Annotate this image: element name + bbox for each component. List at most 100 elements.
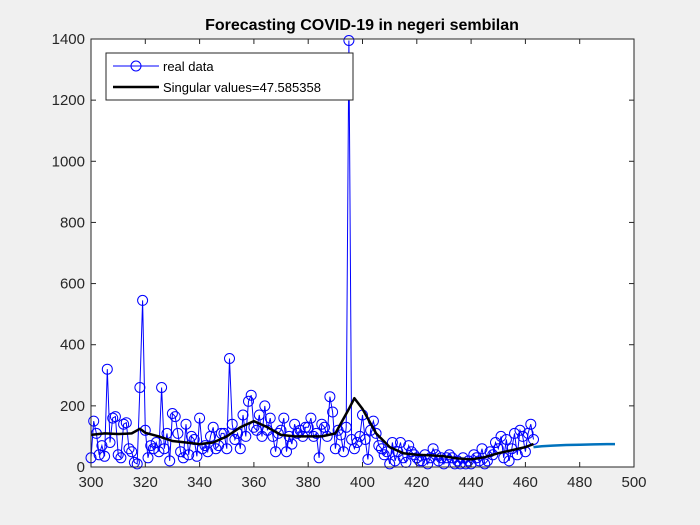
real-data-point	[343, 35, 355, 46]
real-data-point	[172, 427, 184, 439]
smoothed-line	[90, 396, 534, 461]
real-data-point	[427, 443, 439, 455]
real-data-point	[164, 455, 176, 467]
real-data-point	[177, 452, 189, 464]
real-data-point	[107, 412, 119, 424]
real-data-point	[495, 430, 507, 442]
real-data-point	[473, 455, 485, 467]
real-data-point	[134, 382, 146, 393]
real-data-point	[509, 427, 520, 439]
y-tick-label: 600	[60, 276, 85, 293]
real-data-point	[221, 443, 233, 455]
real-data-point	[240, 430, 252, 442]
ticks-layer: 300 320 340 360 380 400 420 440 460 480 500 0 200 400…	[52, 31, 647, 491]
real-data-point	[517, 430, 529, 442]
legend: real data Singular values=47.585358	[105, 52, 354, 101]
real-data-point	[438, 458, 450, 470]
real-data-point	[109, 411, 121, 423]
real-data-point	[256, 430, 268, 442]
real-data-point	[153, 446, 165, 458]
real-data-point	[291, 427, 303, 439]
real-data-point	[194, 412, 206, 424]
y-tick-label: 400	[60, 337, 85, 354]
real-data-point	[310, 427, 322, 439]
real-data-point	[96, 440, 108, 452]
real-data-point	[169, 411, 181, 423]
x-tick-label: 300	[78, 474, 103, 491]
real-data-point	[126, 446, 138, 458]
real-data-point	[405, 446, 417, 458]
real-data-point	[354, 430, 366, 442]
real-data-point	[376, 443, 387, 455]
real-data-point	[362, 453, 374, 465]
real-data-point	[131, 458, 143, 470]
real-data-point	[316, 418, 328, 430]
real-data-point	[186, 430, 197, 442]
real-data-point	[259, 400, 271, 412]
legend-smooth-label: Singular values=47.585358	[163, 80, 321, 95]
real-data-point	[348, 443, 360, 455]
real-data-point	[313, 452, 325, 464]
real-data-point	[224, 353, 235, 364]
real-data-point	[270, 446, 282, 458]
forecast-line	[533, 442, 615, 449]
x-tick-label: 320	[133, 474, 158, 491]
real-data-point	[476, 443, 488, 455]
x-tick-label: 440	[459, 474, 484, 491]
real-data-point	[142, 452, 154, 464]
real-data-point	[253, 409, 265, 421]
real-data-point	[395, 437, 406, 448]
real-data-point	[443, 449, 455, 461]
y-tick-label: 0	[77, 459, 85, 476]
real-data-point	[123, 443, 135, 455]
x-tick-label: 360	[241, 474, 266, 491]
real-data-point	[207, 421, 219, 433]
y-tick-label: 1400	[52, 31, 85, 48]
real-data-point	[147, 443, 159, 455]
real-data-point	[202, 446, 214, 458]
real-data-point	[158, 443, 170, 455]
real-data-point	[351, 437, 363, 448]
real-data-point	[503, 455, 515, 467]
real-data-point	[156, 382, 168, 393]
real-data-point	[191, 450, 203, 462]
real-data-point	[137, 294, 149, 306]
real-data-point	[243, 395, 254, 407]
real-data-point	[479, 458, 491, 470]
series-layer	[85, 35, 615, 470]
real-data-point	[338, 446, 349, 458]
real-data-point	[145, 440, 157, 452]
real-data-point	[183, 449, 195, 461]
real-data-point	[500, 434, 512, 445]
real-data-point	[462, 455, 474, 467]
y-tick-label: 800	[60, 214, 85, 231]
x-tick-label: 380	[296, 474, 321, 491]
real-data-point	[329, 443, 341, 455]
real-data-point	[305, 412, 317, 424]
real-data-point	[88, 415, 100, 427]
real-data-point	[104, 437, 116, 448]
y-tick-label: 1000	[52, 153, 85, 170]
real-data-point	[180, 418, 192, 430]
y-tick-label: 1200	[52, 92, 85, 109]
real-data-point	[490, 437, 501, 448]
real-data-point	[264, 412, 276, 424]
real-data-point	[229, 434, 241, 445]
real-data-point	[340, 421, 352, 433]
real-data-point	[286, 438, 298, 450]
real-data-point	[115, 452, 127, 464]
real-data-point	[118, 418, 130, 430]
x-tick-label: 400	[350, 474, 375, 491]
real-data-point	[234, 443, 246, 455]
real-data-point	[210, 443, 222, 455]
real-data-point	[452, 455, 463, 467]
real-data-point	[335, 429, 347, 441]
real-data-point	[99, 450, 111, 462]
real-data-point	[324, 391, 336, 403]
real-data-point	[278, 412, 290, 424]
y-tick-label: 200	[60, 398, 85, 415]
real-data-point	[281, 446, 292, 458]
real-data-markers	[85, 35, 539, 470]
real-data-point	[381, 446, 393, 458]
